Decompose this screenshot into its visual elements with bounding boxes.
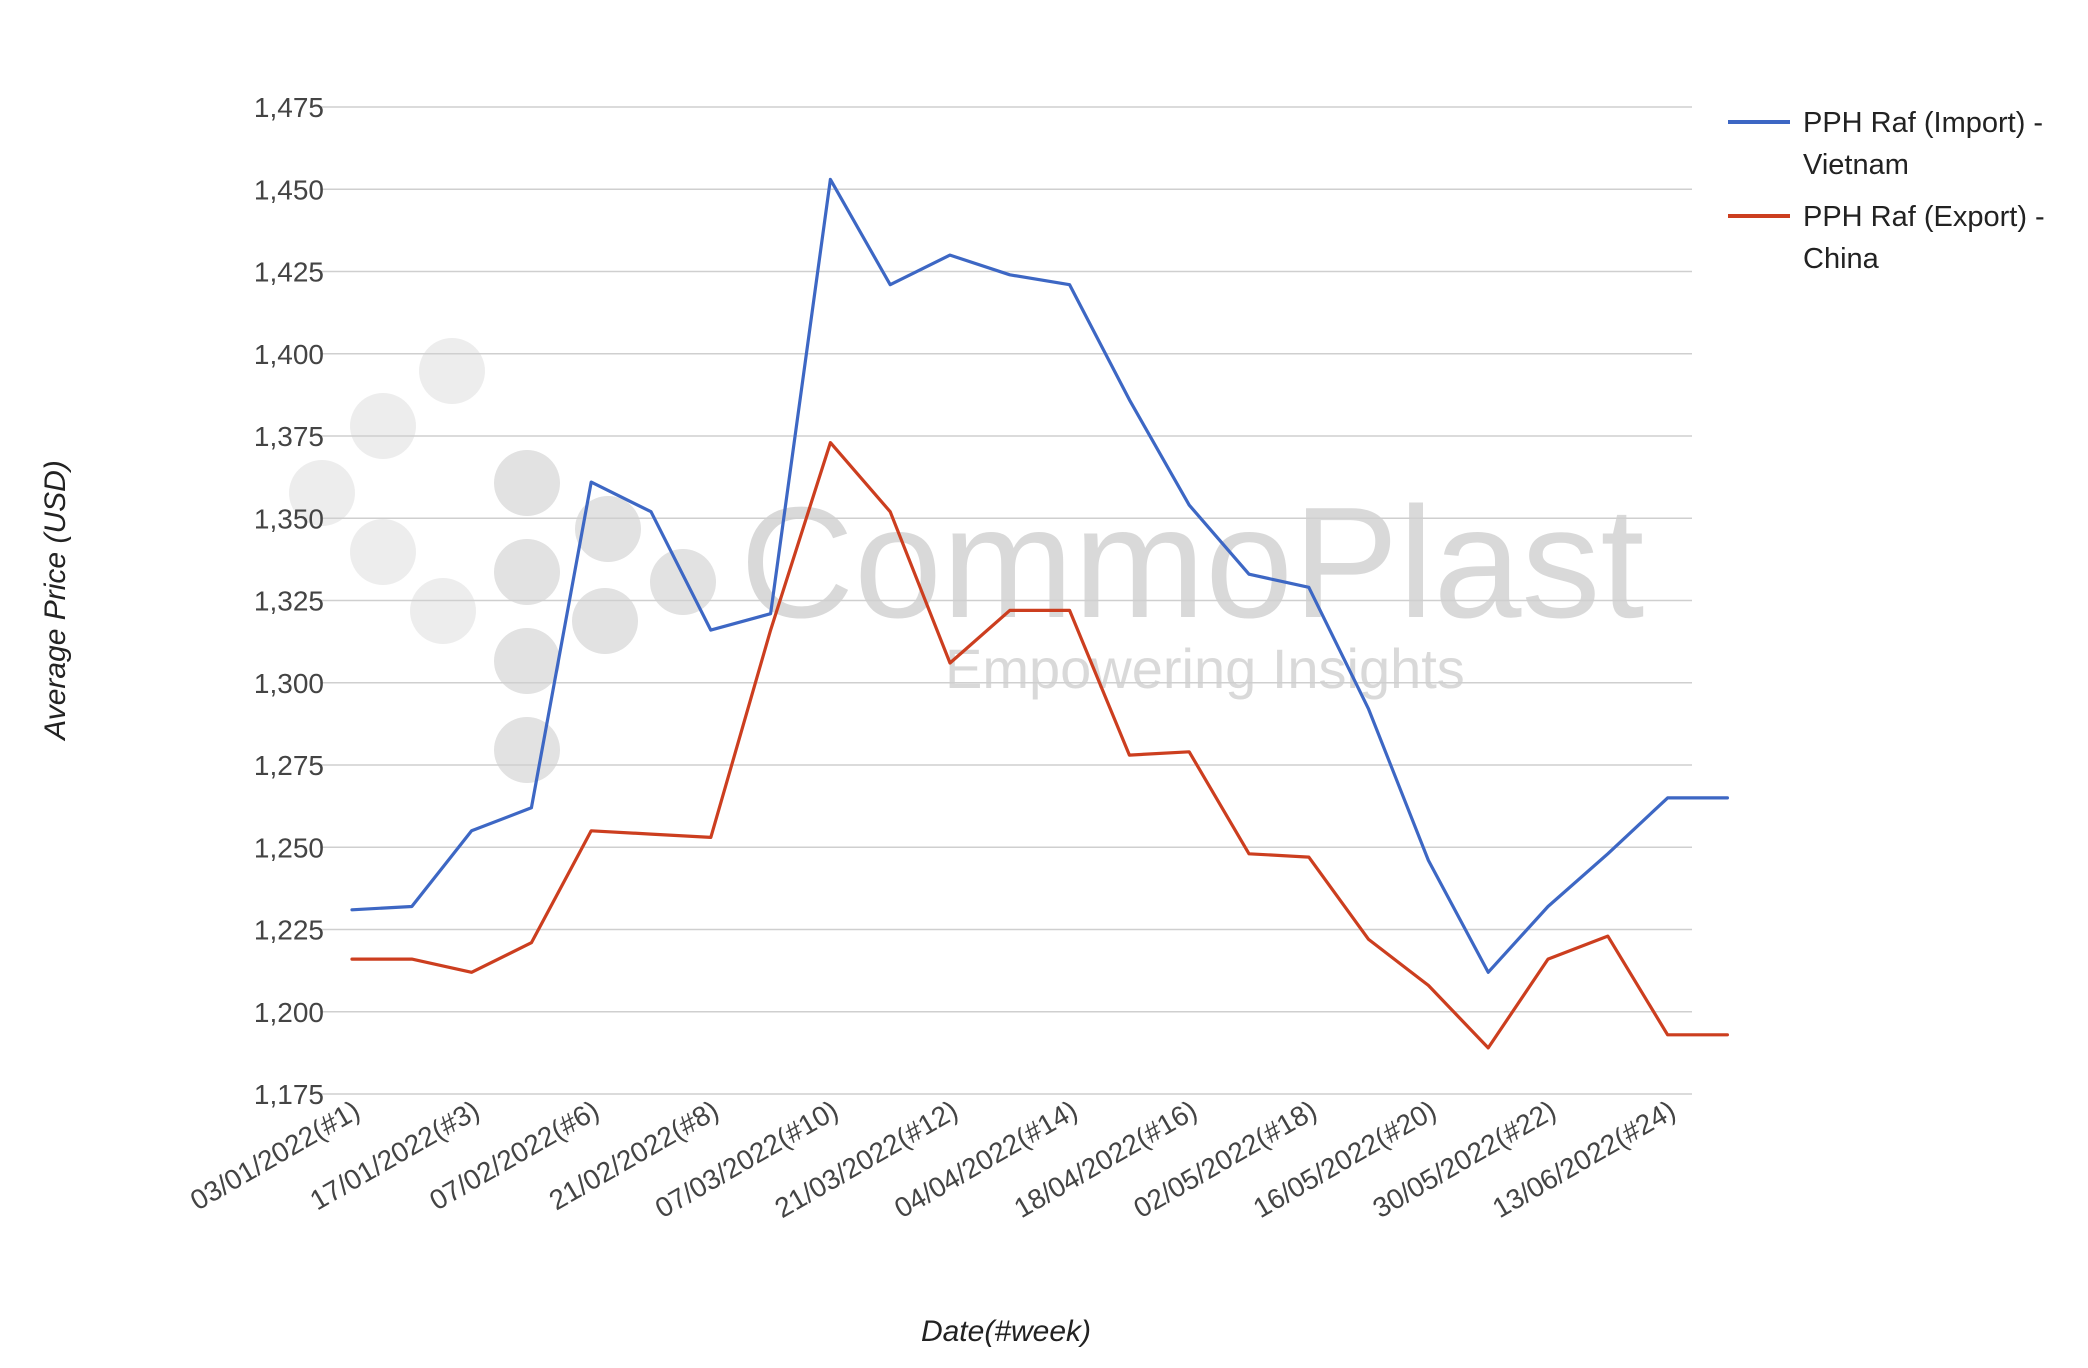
y-tick-label: 1,475 <box>254 92 324 123</box>
legend-label: PPH Raf (Export) -China <box>1803 201 2045 275</box>
watermark-brand: CommoPlast <box>740 475 1644 651</box>
y-tick-label: 1,375 <box>254 421 324 452</box>
series-line-export-china <box>350 441 1730 1050</box>
y-tick-label: 1,175 <box>254 1079 324 1110</box>
commoplast-watermark-logo: CommoPlast Empowering Insights <box>289 338 1644 783</box>
y-tick-label: 1,250 <box>254 832 324 863</box>
x-axis-title: Date(#week) <box>921 1315 1091 1348</box>
y-tick-label: 1,225 <box>254 915 324 946</box>
legend: PPH Raf (Import) -Vietnam PPH Raf (Export… <box>1728 107 2045 275</box>
y-tick-label: 1,425 <box>254 257 324 288</box>
y-tick-label: 1,450 <box>254 174 324 205</box>
series-lines <box>350 177 1730 1050</box>
y-axis-title: Average Price (USD) <box>39 460 72 742</box>
watermark-tagline: Empowering Insights <box>945 637 1465 700</box>
y-tick-label: 1,275 <box>254 750 324 781</box>
y-tick-label: 1,350 <box>254 503 324 534</box>
y-axis-tick-labels: 1,175 1,200 1,225 1,250 1,275 1,300 1,325 1,350… <box>254 92 324 1110</box>
watermark-dots-icon <box>289 338 716 783</box>
x-axis-tick-labels: 03/01/2022(#1)17/01/2022(#3)07/02/2022(#… <box>185 1094 1681 1224</box>
y-tick-label: 1,200 <box>254 997 324 1028</box>
legend-label: PPH Raf (Import) -Vietnam <box>1803 107 2043 181</box>
series-line-import-vietnam <box>350 177 1730 974</box>
y-tick-label: 1,300 <box>254 668 324 699</box>
gridlines <box>320 106 1692 1095</box>
y-tick-label: 1,400 <box>254 339 324 370</box>
y-tick-label: 1,325 <box>254 586 324 617</box>
